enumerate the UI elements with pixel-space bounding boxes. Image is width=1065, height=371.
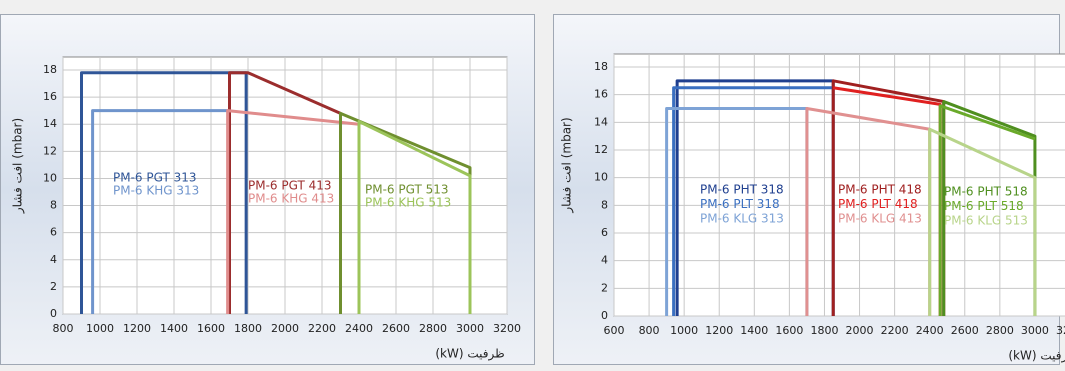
y-tick-label: 12 (594, 143, 608, 156)
legend-label: PM-6 PGT 313 (113, 171, 197, 185)
y-tick-label: 10 (43, 171, 57, 184)
y-axis-label: افت فشار (mbar) (11, 118, 26, 214)
x-tick-label: 800 (53, 322, 74, 335)
x-tick-label: 1000 (86, 322, 114, 335)
x-tick-label: 2800 (986, 324, 1014, 337)
legend-label: PM-6 KHG 513 (365, 196, 451, 210)
y-tick-label: 6 (50, 226, 57, 239)
legend-label: PM-6 PGT 413 (248, 179, 332, 193)
x-tick-label: 1000 (670, 324, 698, 337)
x-tick-label: 1400 (740, 324, 768, 337)
series-line (80, 71, 248, 314)
y-tick-label: 14 (43, 117, 57, 130)
legend-label: PM-6 PLT 418 (838, 197, 918, 211)
x-tick-label: 1200 (705, 324, 733, 337)
x-tick-label: 3000 (456, 322, 484, 335)
x-tick-label: 3200 (1056, 324, 1065, 337)
x-tick-label: 1600 (775, 324, 803, 337)
series-line (357, 120, 472, 314)
x-tick-label: 3000 (1021, 324, 1049, 337)
x-tick-label: 600 (604, 324, 625, 337)
legend-label: PM-6 KLG 313 (700, 212, 784, 226)
x-axis-label: (kW) ظرفیت (435, 347, 504, 362)
y-tick-label: 16 (43, 90, 57, 103)
legend-label: PM-6 PHT 518 (944, 185, 1028, 199)
x-tick-label: 2800 (419, 322, 447, 335)
y-tick-label: 8 (601, 198, 608, 211)
x-tick-label: 2000 (271, 322, 299, 335)
legend-label: PM-6 PLT 518 (944, 199, 1024, 213)
y-tick-label: 18 (43, 63, 57, 76)
y-tick-label: 14 (594, 115, 608, 128)
y-tick-label: 18 (594, 60, 608, 73)
x-tick-label: 1200 (123, 322, 151, 335)
legend-label: PM-6 PLT 318 (700, 197, 780, 211)
y-tick-label: 4 (601, 254, 608, 267)
legend-label: PM-6 KLG 413 (838, 212, 922, 226)
x-tick-label: 2600 (382, 322, 410, 335)
y-tick-label: 6 (601, 226, 608, 239)
series-line (672, 86, 834, 316)
chart-panel: 0 2 4 6 8 10 12 14 16 18 600 800 1000 1200 1400 1600 180… (553, 14, 1065, 365)
x-tick-label: 1600 (197, 322, 225, 335)
y-tick-label: 8 (50, 199, 57, 212)
x-axis-label: (kW) ظرفیت (1008, 349, 1065, 364)
x-tick-label: 2200 (308, 322, 336, 335)
x-tick-label: 800 (639, 324, 660, 337)
x-tick-label: 2400 (345, 322, 373, 335)
x-tick-label: 3200 (493, 322, 521, 335)
legend-label: PM-6 PHT 418 (838, 183, 922, 197)
x-tick-label: 1800 (234, 322, 262, 335)
y-tick-label: 0 (50, 307, 57, 320)
y-tick-label: 2 (601, 281, 608, 294)
x-tick-label: 2200 (881, 324, 909, 337)
series-line (928, 127, 1037, 316)
legend-label: PM-6 PGT 513 (365, 183, 449, 197)
y-tick-label: 2 (50, 280, 57, 293)
y-tick-label: 16 (594, 88, 608, 101)
y-tick-label: 0 (601, 309, 608, 322)
y-tick-label: 4 (50, 253, 57, 266)
x-tick-label: 2600 (951, 324, 979, 337)
y-tick-label: 12 (43, 144, 57, 157)
legend-label: PM-6 KHG 413 (248, 192, 334, 206)
y-tick-label: 10 (594, 171, 608, 184)
legend-label: PM-6 KLG 513 (944, 214, 1028, 228)
x-tick-label: 1800 (810, 324, 838, 337)
series-line (938, 104, 1036, 316)
x-tick-label: 2400 (916, 324, 944, 337)
x-tick-label: 1400 (160, 322, 188, 335)
legend-label: PM-6 PHT 318 (700, 183, 784, 197)
plot-area (613, 53, 1065, 317)
legend-label: PM-6 KHG 313 (113, 184, 199, 198)
chart-panel: 0 2 4 6 8 10 12 14 16 18 800 1000 1200 1400 1600 1800 20… (0, 14, 535, 365)
x-tick-label: 2000 (846, 324, 874, 337)
y-axis-label: افت فشار (mbar) (560, 117, 575, 213)
